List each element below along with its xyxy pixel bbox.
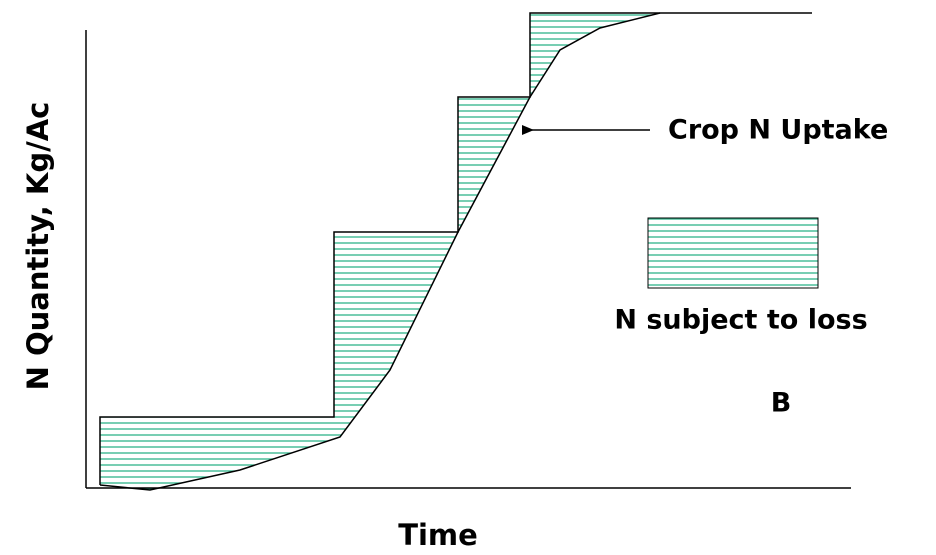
x-axis-label: Time — [398, 518, 478, 552]
panel-label: B — [771, 388, 792, 419]
loss-area — [100, 13, 660, 490]
legend-swatch — [647, 217, 819, 289]
crop-uptake-curve — [99, 12, 661, 491]
y-axis-label: N Quantity, Kg/Ac — [21, 102, 55, 391]
legend-label: N subject to loss — [614, 305, 867, 336]
annotation: Crop N Uptake — [668, 115, 888, 146]
